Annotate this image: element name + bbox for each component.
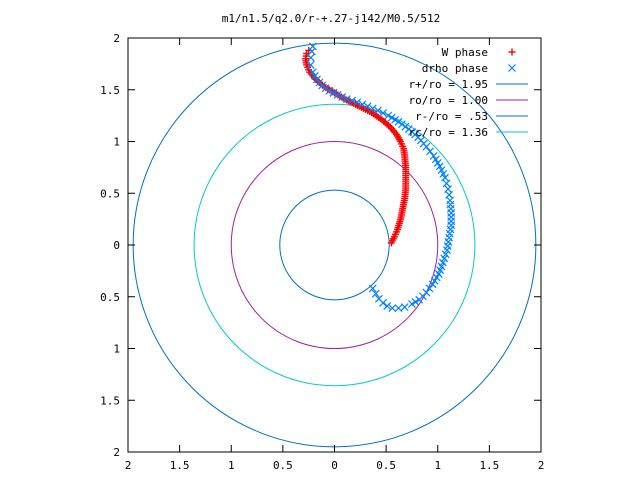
x-tick-label: 1.5: [170, 459, 190, 472]
x-tick-label: 2: [125, 459, 132, 472]
data-point-1: [384, 111, 393, 120]
data-point-1: [383, 302, 392, 310]
data-point-1: [388, 304, 397, 313]
data-point-1: [348, 96, 356, 105]
data-point-1: [353, 98, 362, 107]
x-tick-labels: 2 1.5 1 0.5 0 0.5 1 1.5 2: [125, 459, 545, 472]
legend-label: drho phase: [422, 62, 488, 75]
legend-label: ro/ro = 1.00: [409, 94, 488, 107]
data-point-1: [368, 104, 377, 113]
x-tick-label: 1.5: [479, 459, 499, 472]
data-point-1: [438, 258, 447, 267]
data-point-1: [308, 68, 317, 77]
y-tick-label: 2: [113, 32, 120, 45]
data-point-1: [338, 93, 347, 101]
data-point-1: [333, 91, 342, 99]
data-point-1: [342, 95, 351, 103]
x-tick-label: 1: [228, 459, 235, 472]
x-tick-label: 0: [331, 459, 338, 472]
y-tick-label: 0: [113, 239, 120, 252]
x-tick-label: 0.5: [376, 459, 396, 472]
circle-series-4: [279, 189, 390, 301]
x-tick-label: 0.5: [273, 459, 293, 472]
data-point-1: [444, 185, 452, 194]
data-point-1: [408, 300, 416, 308]
x-tick-label: 1: [434, 459, 441, 472]
data-point-1: [425, 284, 434, 293]
data-point-1: [379, 109, 387, 117]
legend-marker: [508, 48, 516, 56]
legend-label: rc/ro = 1.36: [409, 126, 488, 139]
data-point-1: [363, 102, 372, 111]
y-tick-label: 0.5: [100, 187, 120, 200]
data-point-1: [400, 303, 409, 312]
data-point-1: [325, 86, 334, 95]
data-point-1: [373, 106, 382, 115]
data-point-1: [441, 250, 450, 259]
data-point-1: [321, 84, 330, 93]
y-tick-label: 1.5: [100, 84, 120, 97]
data-point-1: [394, 304, 403, 313]
data-point-1: [426, 147, 434, 156]
data-point-1: [371, 289, 380, 298]
data-point-1: [329, 88, 338, 97]
data-point-1: [306, 60, 315, 69]
legend-label: r+/ro = 1.95: [409, 78, 488, 91]
data-point-1: [358, 100, 367, 109]
y-tick-label: 2: [113, 446, 120, 459]
data-point-1: [440, 254, 449, 263]
data-point-1: [404, 125, 413, 134]
data-point-1: [306, 53, 315, 62]
legend: W phase drho phase r+/ro = 1.95 ro/ro = 1.0…: [409, 46, 528, 139]
legend-label: W phase: [442, 46, 488, 59]
y-tick-label: 1: [113, 136, 120, 149]
data-point-1: [422, 288, 431, 297]
legend-marker: [508, 64, 516, 72]
data-points: [302, 42, 456, 313]
y-tick-label: 0.5: [100, 291, 120, 304]
data-point-1: [310, 71, 319, 80]
y-tick-labels: 2 1.5 1 0.5 0 0.5 1 1.5 2: [100, 32, 120, 459]
data-point-1: [313, 75, 321, 84]
data-point-1: [368, 284, 377, 293]
data-point-1: [441, 173, 449, 182]
data-point-1: [379, 299, 387, 307]
legend-label: r-/ro = .53: [415, 110, 488, 123]
data-point-1: [439, 170, 448, 178]
axis-ticks: [127, 37, 542, 453]
data-point-1: [308, 42, 317, 51]
x-tick-label: 2: [538, 459, 545, 472]
data-point-1: [437, 166, 446, 175]
chart-title: m1/n1.5/q2.0/r-+.27-j142/M0.5/512: [222, 12, 441, 25]
data-point-1: [442, 179, 451, 188]
data-point-1: [398, 120, 406, 129]
y-tick-label: 1.5: [100, 394, 120, 407]
y-tick-label: 1: [113, 343, 120, 356]
data-point-1: [401, 122, 410, 131]
data-point-1: [411, 298, 420, 306]
circle-series-3: [230, 141, 439, 349]
circle-series-5: [193, 103, 476, 387]
data-point-1: [429, 152, 438, 160]
